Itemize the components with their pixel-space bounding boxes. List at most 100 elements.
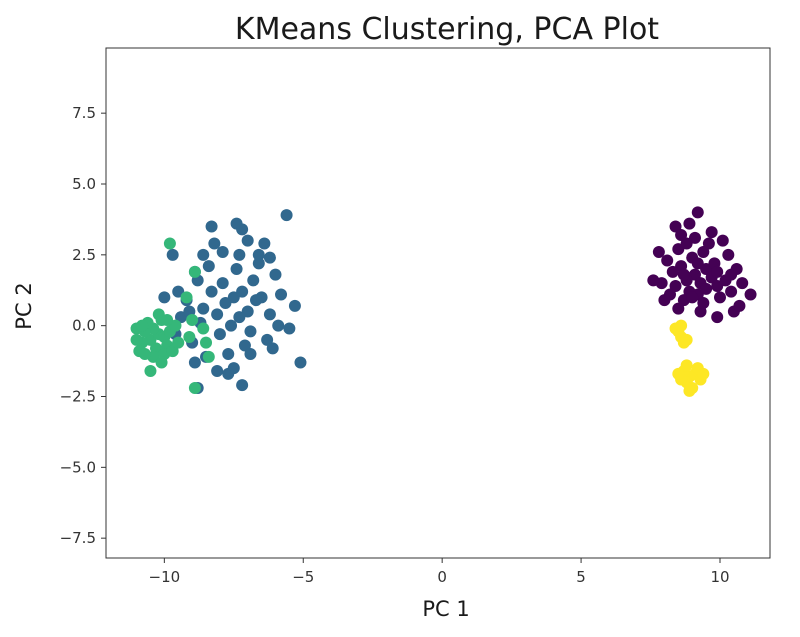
data-point (217, 277, 229, 289)
data-point (733, 300, 745, 312)
data-point (283, 323, 295, 335)
data-point (217, 246, 229, 258)
x-tick-label: −10 (149, 568, 181, 586)
data-point (678, 269, 690, 281)
y-tick-label: −2.5 (60, 388, 96, 406)
data-point (219, 297, 231, 309)
data-point (167, 249, 179, 261)
x-axis-label: PC 1 (422, 597, 469, 621)
data-point (206, 221, 218, 233)
y-tick-label: 0.0 (72, 317, 96, 335)
y-axis-label: PC 2 (12, 282, 36, 329)
x-tick-label: −5 (292, 568, 314, 586)
data-point (206, 286, 218, 298)
data-point (672, 303, 684, 315)
data-point (264, 252, 276, 264)
data-point (233, 311, 245, 323)
data-point (711, 311, 723, 323)
y-tick-label: 7.5 (72, 104, 96, 122)
chart-title: KMeans Clustering, PCA Plot (235, 12, 659, 47)
cluster-series-0 (647, 206, 756, 323)
data-point (156, 357, 168, 369)
data-point (711, 266, 723, 278)
data-point (197, 249, 209, 261)
y-tick-label: 5.0 (72, 175, 96, 193)
data-point (706, 226, 718, 238)
data-point (242, 235, 254, 247)
data-point (714, 291, 726, 303)
data-point (203, 351, 215, 363)
data-point (189, 382, 201, 394)
y-tick-label: 2.5 (72, 246, 96, 264)
data-point (214, 328, 226, 340)
data-point (258, 238, 270, 250)
data-point (267, 342, 279, 354)
data-point (281, 209, 293, 221)
data-point (189, 357, 201, 369)
cluster-series-1 (158, 209, 306, 394)
data-point (647, 274, 659, 286)
data-point (247, 274, 259, 286)
data-point (183, 331, 195, 343)
data-point (722, 249, 734, 261)
data-point (211, 365, 223, 377)
data-point (725, 269, 737, 281)
data-point (197, 323, 209, 335)
data-point (294, 357, 306, 369)
scatter-points (131, 206, 757, 397)
cluster-series-3 (670, 320, 710, 397)
data-point (222, 368, 234, 380)
data-point (725, 286, 737, 298)
data-point (136, 320, 148, 332)
data-point (683, 218, 695, 230)
data-point (653, 246, 665, 258)
x-tick-label: 5 (576, 568, 586, 586)
data-point (675, 229, 687, 241)
y-tick-label: −5.0 (60, 458, 96, 476)
data-point (717, 235, 729, 247)
data-point (736, 277, 748, 289)
data-point (264, 308, 276, 320)
data-point (244, 325, 256, 337)
data-point (681, 334, 693, 346)
data-point (269, 269, 281, 281)
data-point (161, 314, 173, 326)
data-point (244, 348, 256, 360)
plot-area-frame (106, 48, 770, 558)
cluster-series-2 (131, 238, 215, 395)
data-point (272, 320, 284, 332)
data-point (692, 206, 704, 218)
x-tick-label: 0 (437, 568, 447, 586)
data-point (745, 289, 757, 301)
data-point (289, 300, 301, 312)
data-point (172, 337, 184, 349)
data-point (675, 320, 687, 332)
x-tick-label: 10 (710, 568, 729, 586)
data-point (686, 291, 698, 303)
data-point (275, 289, 287, 301)
data-point (667, 266, 679, 278)
data-point (233, 249, 245, 261)
data-point (253, 249, 265, 261)
data-point (144, 365, 156, 377)
data-point (658, 294, 670, 306)
data-point (672, 368, 684, 380)
data-point (186, 314, 198, 326)
data-point (203, 260, 215, 272)
data-point (236, 223, 248, 235)
data-point (697, 297, 709, 309)
data-point (222, 348, 234, 360)
data-point (250, 294, 262, 306)
data-point (231, 263, 243, 275)
data-point (236, 379, 248, 391)
data-point (139, 348, 151, 360)
data-point (211, 308, 223, 320)
data-point (697, 368, 709, 380)
data-point (692, 257, 704, 269)
data-point (181, 291, 193, 303)
data-point (197, 303, 209, 315)
data-point (200, 337, 212, 349)
data-point (131, 334, 143, 346)
data-point (236, 286, 248, 298)
